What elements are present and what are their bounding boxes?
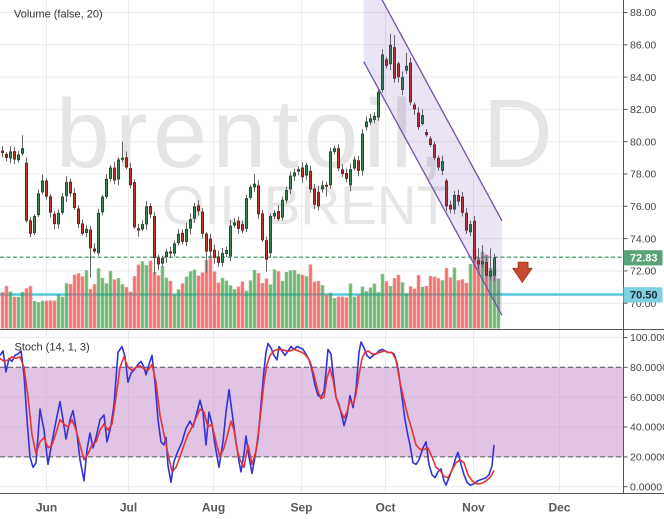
svg-text:86.00: 86.00 (630, 40, 656, 52)
svg-text:78.00: 78.00 (630, 169, 656, 181)
svg-text:82.00: 82.00 (630, 104, 656, 116)
svg-text:Sep: Sep (290, 501, 312, 515)
svg-text:84.00: 84.00 (630, 72, 656, 84)
svg-text:100.0000: 100.0000 (630, 332, 664, 344)
svg-text:0.0000: 0.0000 (630, 481, 662, 493)
svg-text:88.00: 88.00 (630, 7, 656, 19)
svg-text:20.0000: 20.0000 (630, 452, 664, 464)
svg-text:Aug: Aug (202, 501, 225, 515)
svg-text:Nov: Nov (462, 501, 485, 515)
svg-text:Volume (false, 20): Volume (false, 20) (14, 9, 103, 21)
svg-text:72.83: 72.83 (630, 253, 658, 265)
svg-text:70.50: 70.50 (630, 290, 658, 302)
svg-text:Jul: Jul (120, 501, 137, 515)
svg-text:76.00: 76.00 (630, 201, 656, 213)
svg-text:60.0000: 60.0000 (630, 392, 664, 404)
svg-text:80.00: 80.00 (630, 136, 656, 148)
svg-text:40.0000: 40.0000 (630, 422, 664, 434)
svg-text:Jun: Jun (36, 501, 57, 515)
svg-text:80.0000: 80.0000 (630, 362, 664, 374)
svg-text:74.00: 74.00 (630, 233, 656, 245)
svg-text:Stoch (14, 1, 3): Stoch (14, 1, 3) (15, 342, 90, 354)
svg-text:OIL BRENT: OIL BRENT (162, 174, 450, 236)
svg-text:brentoil, D: brentoil, D (56, 79, 559, 188)
svg-text:72.00: 72.00 (630, 266, 656, 278)
svg-text:Oct: Oct (375, 501, 395, 515)
svg-text:Dec: Dec (548, 501, 570, 515)
